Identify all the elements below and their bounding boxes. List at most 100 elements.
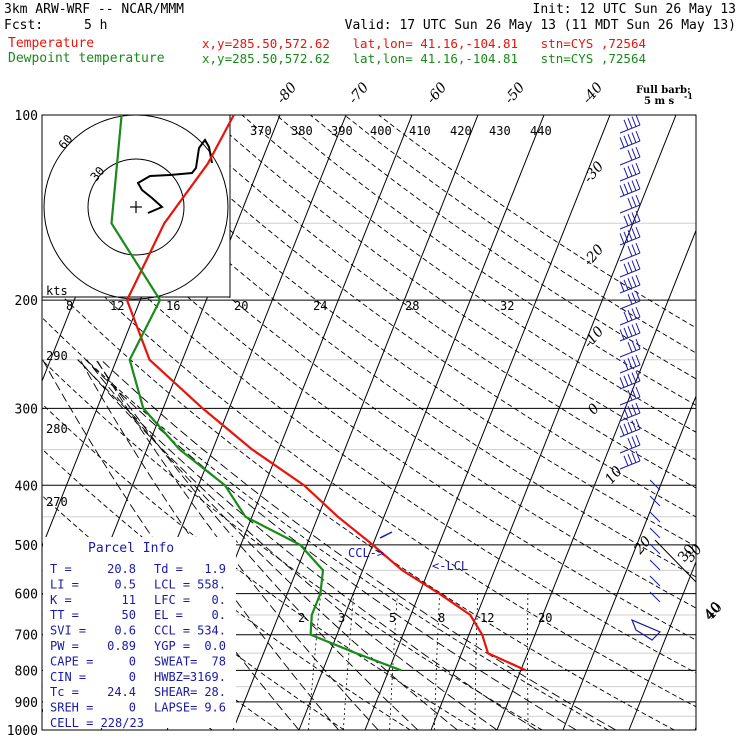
- mixing-ratio-tick-label: 32: [500, 299, 514, 313]
- dewpoint-profile: [110, 115, 402, 672]
- isotherm-tick-label: -30: [581, 159, 608, 187]
- theta-tick-label: 410: [409, 124, 431, 138]
- parcel-box-background: [43, 537, 236, 728]
- parcel-value: 0.: [212, 608, 226, 622]
- parcel-label: T =: [50, 562, 72, 576]
- wind-barb-flag: [623, 183, 629, 194]
- isotherm-line: [232, 115, 479, 730]
- mixing-ratio-tick-label: 2: [298, 611, 305, 625]
- mixing-ratio-tick-label: 8: [66, 299, 73, 313]
- wind-barb-flag: [627, 406, 633, 417]
- plot-border: [41, 114, 697, 731]
- wind-barb-flag: [635, 146, 641, 158]
- wind-barb-flag: [635, 242, 641, 254]
- wind-barb: [649, 495, 661, 507]
- mixing-ratio-tick-label: 20: [234, 299, 248, 313]
- wind-barb: [619, 172, 641, 182]
- isotherm-tick-label: -50: [502, 80, 529, 108]
- parcel-value: 78: [212, 654, 226, 668]
- wind-barb: [619, 364, 641, 374]
- wind-barb-flag: [627, 182, 633, 193]
- lcl-mark: [379, 531, 393, 539]
- pressure-tick-label: 100: [15, 109, 38, 124]
- wind-barb: [619, 220, 641, 230]
- moist-adiabat-line: [77, 359, 537, 730]
- dry-adiabat-line: [42, 235, 696, 708]
- ccl-marker: CCL->: [348, 546, 384, 560]
- parcel-value: 1.9: [204, 562, 226, 576]
- wind-barb: [619, 412, 641, 422]
- wind-barb: [649, 527, 661, 539]
- theta-tick-label: 420: [450, 124, 472, 138]
- moist-adiabat-line: [79, 359, 339, 730]
- isotherm-line: [562, 394, 696, 730]
- theta-tick-label: 400: [370, 124, 392, 138]
- wind-barb-flag: [635, 322, 641, 334]
- dewpoint-legend-info: x,y=285.50,572.62 lat,lon= 41.16,-104.81…: [202, 51, 647, 66]
- wind-barb-flag: [631, 132, 637, 143]
- wind-barb-flag: [623, 167, 629, 178]
- wind-barb-flag: [631, 452, 637, 463]
- wind-barb-flag: [635, 258, 641, 270]
- dry-adiabat-line: [275, 115, 696, 406]
- dry-adiabat-line: [207, 115, 696, 461]
- parcel-info-title: Parcel Info: [88, 541, 174, 556]
- parcel-value: 9.6: [204, 701, 226, 715]
- isotherm-tick-label: -70: [346, 80, 373, 108]
- parcel-label: CCL =: [154, 624, 190, 638]
- wind-barb-flag: [635, 194, 641, 206]
- wind-barb-flag: [635, 210, 641, 222]
- theta-tick-label: 430: [489, 124, 511, 138]
- theta-tick-label: 290: [46, 349, 68, 363]
- temperature-profile: [125, 115, 527, 672]
- pressure-tick-label: 600: [15, 588, 38, 603]
- wind-barb-flag: [627, 422, 633, 433]
- side-boundary-line: [654, 539, 697, 583]
- isotherm-tick-label: 10: [602, 463, 626, 487]
- wind-barb-flag: [635, 402, 641, 414]
- wind-barb-flag: [635, 130, 641, 142]
- mixing-ratio-line: [474, 593, 479, 730]
- wind-barb-flag: [627, 166, 633, 177]
- wind-barb: [619, 444, 641, 454]
- barb-legend-unit: 5 m s: [644, 96, 675, 107]
- pressure-tick-label: 1000: [7, 724, 38, 739]
- wind-barb: [619, 460, 641, 470]
- wind-barb: [649, 559, 661, 571]
- dry-adiabat-line: [42, 359, 543, 730]
- theta-tick-label: 440: [530, 124, 552, 138]
- wind-barb-flag: [635, 274, 641, 286]
- temperature-legend-label: Temperature: [8, 36, 95, 51]
- lcl-marker: <-LCL: [432, 559, 468, 573]
- wind-barb-flag: [619, 281, 625, 292]
- wind-barb-flag: [631, 260, 637, 271]
- wind-barb-flag: [623, 375, 629, 386]
- wind-barb-flag: [635, 354, 641, 366]
- wind-barb-flag: [623, 407, 629, 418]
- mixing-ratio-tick-label: 3: [338, 611, 345, 625]
- forecast-label: Fcst:: [4, 18, 44, 33]
- wind-barb: [619, 332, 641, 342]
- wind-barb-flag: [635, 386, 641, 398]
- wind-barb-flag: [631, 436, 637, 447]
- wind-barb: [619, 236, 641, 246]
- theta-tick-label: 270: [46, 495, 68, 509]
- wind-barb: [619, 188, 641, 198]
- wind-barb-flag: [623, 327, 629, 338]
- isotherm-tick-label: -60: [424, 80, 451, 108]
- wind-barb-flag: [619, 425, 625, 436]
- parcel-label: LAPSE=: [154, 701, 197, 715]
- wind-barb-flag: [619, 377, 625, 388]
- wind-barb-flag: [627, 246, 633, 257]
- parcel-value: 0.89: [107, 639, 136, 653]
- wind-barb-flag: [631, 404, 637, 415]
- parcel-info-box: Parcel Info T = 20.8 Td = 1.9 LI = 0.5 LCL = 558…: [43, 537, 236, 730]
- parcel-value: 0: [129, 670, 136, 684]
- wind-barb: [619, 268, 641, 278]
- parcel-label: CELL = 228/23: [50, 716, 144, 730]
- isotherm-line: [364, 115, 611, 730]
- parcel-label: SVI =: [50, 624, 86, 638]
- dry-adiabat-line: [139, 115, 696, 518]
- wind-barb-flag: [631, 308, 637, 319]
